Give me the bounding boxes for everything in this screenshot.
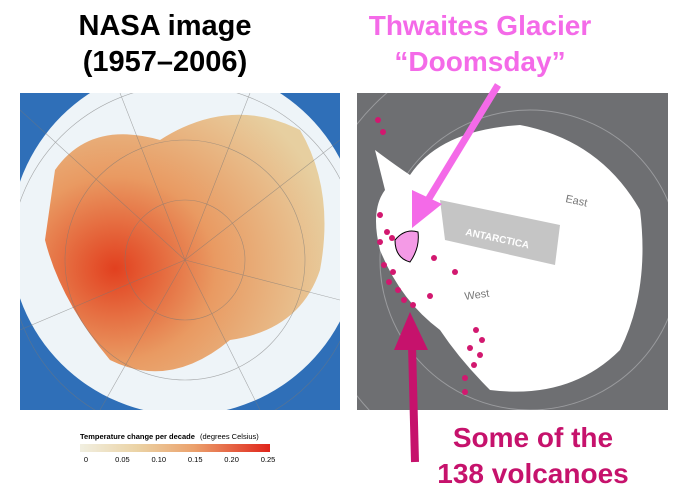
colorbar: Temperature change per decade (degrees C… (80, 432, 275, 464)
colorbar-title-text: Temperature change per decade (80, 432, 195, 441)
colorbar-tick-label: 0.25 (261, 455, 276, 464)
colorbar-title: Temperature change per decade (degrees C… (80, 432, 259, 441)
heading-line: NASA image (78, 10, 252, 42)
colorbar-scale (80, 444, 270, 452)
colorbar-tick-label: 0.10 (151, 455, 166, 464)
right-heading: Thwaites Glacier “Doomsday” (350, 8, 610, 80)
colorbar-tick-label: 0.05 (115, 455, 130, 464)
volcano-map: East ANTARCTICA West (357, 93, 668, 410)
heading-line: Thwaites Glacier (368, 10, 592, 41)
caption-line: 138 volcanoes (437, 458, 629, 489)
heading-line: “Doomsday” (394, 46, 566, 77)
left-heading: NASA image (1957–2006) (40, 8, 290, 80)
arrow-thwaites (412, 83, 501, 228)
temperature-map (20, 93, 340, 410)
caption-line: Some of the (452, 422, 614, 453)
map-label: East (564, 193, 588, 209)
heading-line: (1957–2006) (82, 46, 248, 78)
colorbar-tick-label: 0.20 (224, 455, 239, 464)
colorbar-tick-label: 0 (84, 455, 88, 464)
bottom-caption: Some of the 138 volcanoes (408, 420, 658, 492)
arrow-volcanoes (394, 312, 428, 463)
colorbar-tick-label: 0.15 (188, 455, 203, 464)
colorbar-unit: (degrees Celsius) (200, 432, 259, 441)
map-label: West (464, 288, 490, 303)
